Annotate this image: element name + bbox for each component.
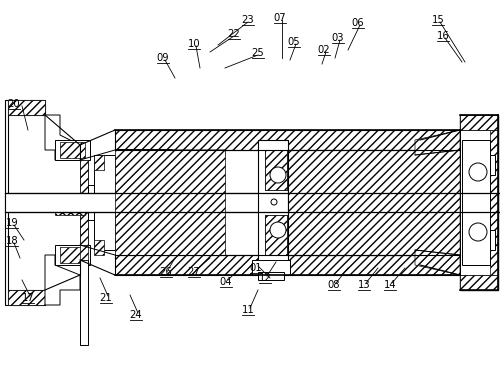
Polygon shape — [94, 155, 115, 250]
Text: 27: 27 — [188, 267, 200, 277]
Polygon shape — [60, 247, 85, 263]
Text: 09: 09 — [156, 53, 170, 63]
Polygon shape — [80, 160, 88, 245]
Text: 23: 23 — [242, 15, 254, 25]
Polygon shape — [258, 140, 288, 265]
Text: 10: 10 — [188, 39, 200, 49]
Text: 01: 01 — [250, 263, 262, 273]
Polygon shape — [115, 255, 460, 275]
Circle shape — [271, 199, 277, 205]
Polygon shape — [115, 250, 225, 255]
Text: 06: 06 — [352, 18, 364, 28]
Polygon shape — [462, 140, 490, 265]
Polygon shape — [115, 130, 460, 150]
Circle shape — [270, 222, 286, 238]
Polygon shape — [80, 160, 88, 245]
Polygon shape — [5, 193, 500, 212]
Text: 16: 16 — [436, 31, 450, 41]
Text: 04: 04 — [220, 277, 232, 287]
Text: 13: 13 — [358, 280, 370, 290]
Text: 08: 08 — [328, 280, 340, 290]
Polygon shape — [8, 100, 45, 115]
Text: 18: 18 — [6, 236, 18, 246]
Text: 07: 07 — [274, 13, 286, 23]
Polygon shape — [265, 150, 287, 190]
Polygon shape — [5, 100, 8, 305]
Polygon shape — [460, 115, 498, 290]
Circle shape — [469, 223, 487, 241]
Polygon shape — [490, 155, 495, 175]
Text: 20: 20 — [8, 99, 20, 109]
Polygon shape — [265, 150, 287, 190]
Text: 21: 21 — [100, 293, 112, 303]
Polygon shape — [288, 150, 460, 255]
Text: 25: 25 — [252, 48, 264, 58]
Polygon shape — [80, 245, 88, 260]
Polygon shape — [490, 130, 498, 275]
Polygon shape — [415, 250, 460, 275]
Polygon shape — [88, 185, 94, 220]
Circle shape — [270, 167, 286, 183]
Polygon shape — [460, 130, 495, 275]
Polygon shape — [252, 260, 290, 275]
Polygon shape — [8, 290, 45, 305]
Polygon shape — [45, 115, 80, 160]
Text: 17: 17 — [22, 293, 35, 303]
Circle shape — [469, 163, 487, 181]
Text: 22: 22 — [228, 29, 240, 39]
Polygon shape — [94, 155, 104, 170]
Polygon shape — [265, 215, 287, 255]
Polygon shape — [460, 115, 498, 130]
Text: 05: 05 — [288, 37, 300, 47]
Polygon shape — [460, 275, 498, 290]
Polygon shape — [115, 150, 225, 255]
Polygon shape — [80, 260, 88, 345]
Text: 26: 26 — [160, 267, 172, 277]
Polygon shape — [8, 290, 45, 305]
Text: 03: 03 — [332, 33, 344, 43]
Polygon shape — [55, 140, 90, 160]
Text: 02: 02 — [318, 45, 330, 55]
Polygon shape — [8, 100, 45, 115]
Polygon shape — [258, 272, 284, 280]
Text: 19: 19 — [6, 218, 18, 228]
Text: 24: 24 — [130, 310, 142, 320]
Text: 15: 15 — [432, 15, 444, 25]
Polygon shape — [115, 150, 225, 155]
Polygon shape — [415, 130, 460, 155]
Polygon shape — [60, 142, 85, 158]
Polygon shape — [490, 230, 495, 250]
Text: 14: 14 — [384, 280, 396, 290]
Polygon shape — [265, 215, 287, 255]
Polygon shape — [45, 255, 80, 305]
Text: 12: 12 — [258, 273, 272, 283]
Polygon shape — [55, 195, 85, 215]
Polygon shape — [55, 245, 90, 265]
Text: 11: 11 — [242, 305, 254, 315]
Polygon shape — [94, 240, 104, 255]
